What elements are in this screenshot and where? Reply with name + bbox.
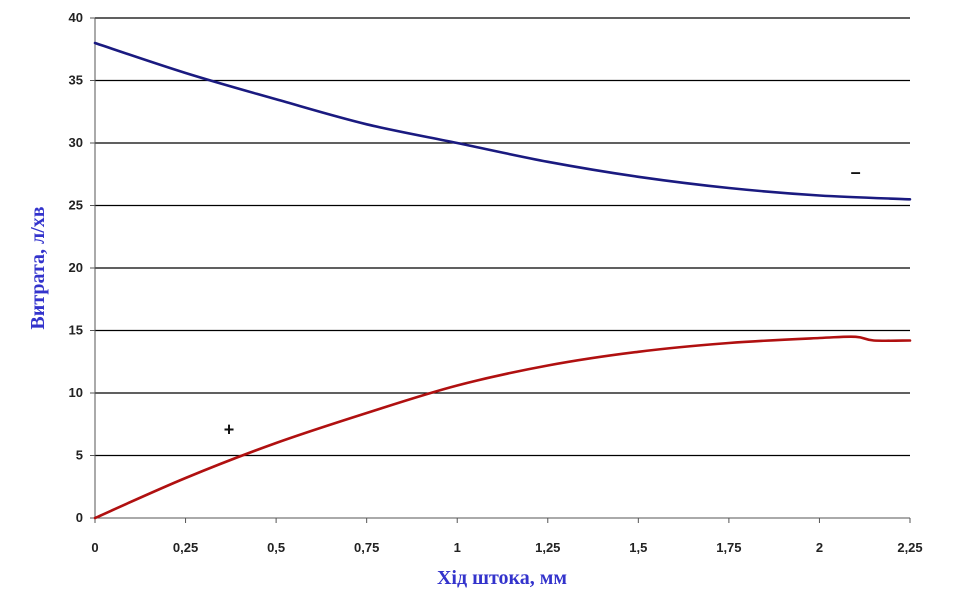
y-tick-label: 10	[69, 385, 83, 400]
y-tick-label: 25	[69, 198, 83, 213]
series-line-0	[93, 41, 912, 201]
y-axis-title: Витрата, л/хв	[27, 206, 49, 329]
x-tick-label: 1,75	[716, 540, 741, 555]
x-tick-label: 2,25	[897, 540, 922, 555]
x-tick-label: 0,75	[354, 540, 379, 555]
series-line-1	[93, 335, 912, 520]
series-label-1: +	[224, 420, 235, 440]
y-tick-label: 5	[76, 448, 83, 463]
x-tick-label: 1,5	[629, 540, 647, 555]
series-group: –+	[93, 41, 912, 520]
series-label-0: –	[851, 162, 861, 182]
y-tick-label: 20	[69, 260, 83, 275]
x-tick-label: 0,25	[173, 540, 198, 555]
y-tick-label: 15	[69, 323, 83, 338]
x-axis-title: Хід штока, мм	[437, 567, 567, 589]
axes	[90, 17, 911, 523]
tick-labels: 0 5 10 15 20 25 30 35 40 0 0,25 0,5 0,75 1 1,25 1,5 1,75…	[69, 10, 923, 555]
gridlines	[95, 17, 910, 457]
x-tick-label: 2	[816, 540, 823, 555]
x-tick-label: 1	[454, 540, 461, 555]
x-tick-label: 1,25	[535, 540, 560, 555]
x-tick-label: 0	[91, 540, 98, 555]
y-tick-label: 0	[76, 510, 83, 525]
x-tick-label: 0,5	[267, 540, 285, 555]
y-tick-label: 30	[69, 135, 83, 150]
y-tick-label: 40	[69, 10, 83, 25]
y-tick-label: 35	[69, 73, 83, 88]
